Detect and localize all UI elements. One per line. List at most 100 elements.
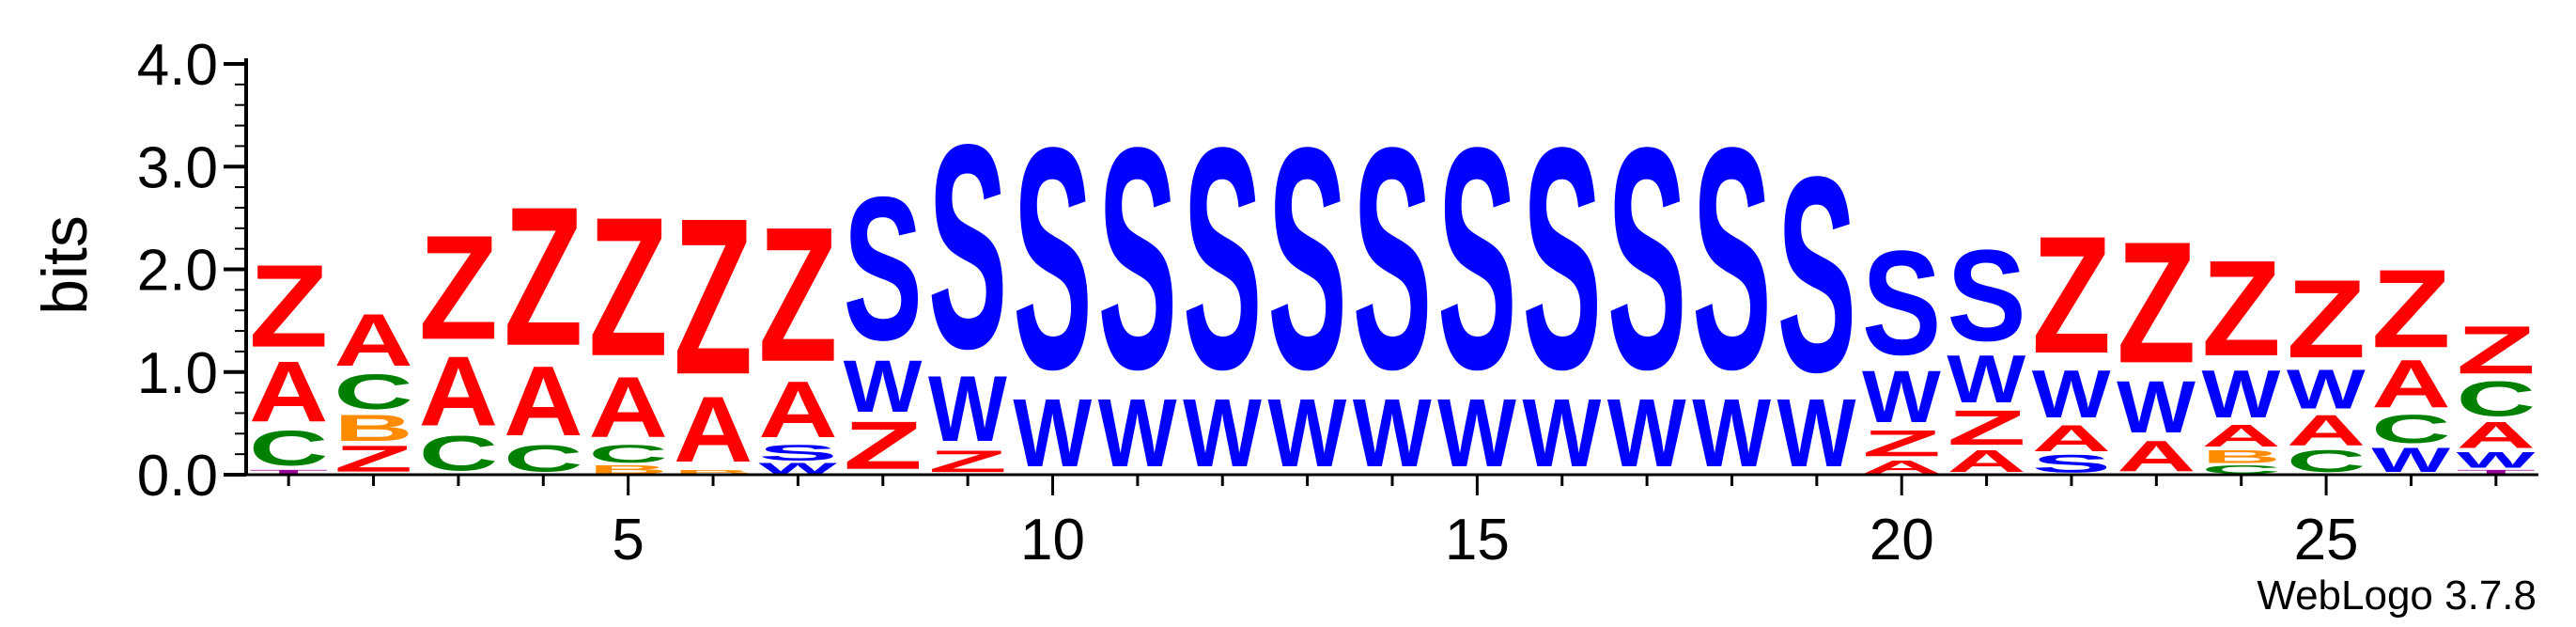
logo-letter-z: Z	[2202, 233, 2281, 385]
logo-letter-b: B	[2202, 446, 2281, 466]
logo-letter-c: C	[2371, 406, 2450, 451]
logo-letter-z: Z	[2032, 201, 2111, 388]
logo-letter-w: W	[1267, 380, 1346, 488]
y-axis-ticks: 0.0 1.0 2.0 3.0 4.0	[137, 33, 246, 509]
logo-column-8: ZWS	[844, 154, 923, 484]
logo-letter-z: Z	[249, 241, 328, 372]
logo-letter-s: S	[1947, 224, 2025, 369]
logo-letter-w: W	[2202, 357, 2281, 432]
logo-column-12: WS	[1183, 82, 1262, 488]
logo-letter-w: W	[2457, 447, 2537, 473]
logo-letter-z: Z	[758, 187, 837, 401]
logo-letter-c: C	[588, 440, 667, 468]
logo-letter-a: A	[758, 364, 837, 454]
logo-letter-z: Z	[844, 408, 923, 484]
logo-column-18: WS	[1692, 82, 1771, 488]
logo-letter-s: S	[758, 441, 837, 465]
logo-letter-s: S	[1098, 82, 1177, 435]
logo-column-9: ZWS	[928, 85, 1007, 478]
y-tick-label: 3.0	[137, 135, 218, 200]
logo-letter-s: S	[1862, 220, 1941, 386]
logo-letter-w: W	[1013, 380, 1092, 488]
logo-letter-z: Z	[334, 438, 412, 479]
logo-column-19: WS	[1777, 120, 1856, 488]
logo-letter-s: S	[1013, 82, 1092, 435]
logo-letter-s: S	[1607, 82, 1686, 435]
logo-column-11: WS	[1098, 82, 1177, 488]
logo-letter-a: A	[2371, 346, 2450, 422]
logo-letter-w: W	[2117, 366, 2196, 448]
logo-letter-c: C	[2457, 371, 2536, 427]
logo-letter-z: Z	[1947, 400, 2025, 456]
logo-letter-t: T	[2457, 469, 2536, 476]
y-tick-label: 0.0	[137, 444, 218, 509]
logo-column-4: CAZ	[504, 165, 582, 479]
logo-letter-w: W	[844, 345, 923, 428]
x-tick-label: 5	[612, 508, 644, 572]
x-tick-label: 10	[1020, 508, 1085, 572]
logo-letter-w: W	[1437, 380, 1516, 488]
logo-letter-w: W	[1947, 341, 2025, 416]
logo-letter-a: A	[1862, 456, 1941, 477]
weblogo-credit: WebLogo 3.7.8	[2257, 572, 2537, 619]
logo-letter-w: W	[1353, 380, 1432, 488]
logo-letter-w: W	[2032, 357, 2111, 432]
x-tick-label: 25	[2294, 508, 2359, 572]
logo-letter-s: S	[1353, 82, 1432, 435]
logo-letter-a: A	[588, 359, 667, 456]
logo-letter-w: W	[2287, 359, 2367, 421]
logo-letter-z: Z	[419, 206, 498, 371]
logo-letter-s: S	[1437, 82, 1516, 435]
logo-letter-s: S	[844, 154, 923, 383]
logo-letter-w: W	[1862, 355, 1941, 438]
logo-column-16: WS	[1523, 82, 1602, 488]
logo-letter-c: C	[2202, 462, 2281, 477]
logo-column-15: WS	[1437, 82, 1516, 488]
logo-letter-b: B	[588, 462, 667, 477]
logo-letter-t: T	[249, 469, 328, 476]
logo-letter-c: C	[504, 438, 582, 479]
logo-letter-c: C	[249, 421, 328, 477]
y-axis-label: bits	[29, 215, 101, 315]
logo-column-13: WS	[1267, 82, 1346, 488]
logo-letter-a: A	[334, 299, 412, 382]
y-tick-label: 2.0	[137, 239, 218, 304]
logo-letter-z: Z	[2287, 257, 2366, 382]
logo-letter-w: W	[1607, 380, 1686, 488]
logo-letter-z: Z	[588, 176, 667, 397]
logo-letter-w: W	[1098, 380, 1177, 488]
x-tick-label: 15	[1445, 508, 1510, 572]
logo-letter-w: W	[1777, 380, 1856, 488]
logo-letter-b: B	[334, 407, 412, 448]
logo-column-6: BAZ	[674, 172, 753, 481]
logo-letter-s: S	[1267, 82, 1346, 435]
logo-letter-s: S	[1183, 82, 1262, 435]
y-tick-label: 1.0	[137, 341, 218, 406]
logo-letter-z: Z	[1862, 422, 1941, 463]
logo-letter-c: C	[419, 426, 498, 481]
logo-letter-w: W	[2371, 441, 2451, 479]
logo-letter-s: S	[1523, 82, 1602, 435]
logo-letter-a: A	[1947, 445, 2025, 479]
axes: 0.0 1.0 2.0 3.0 4.0 5 10 15 20 25	[137, 33, 2538, 572]
logo-letter-w: W	[1692, 380, 1771, 488]
logo-column-3: CAZ	[419, 206, 498, 481]
logo-letter-a: A	[2202, 418, 2281, 453]
logo-letter-s: S	[1777, 120, 1856, 431]
x-tick-label: 20	[1870, 508, 1934, 572]
logo-letter-w: W	[758, 460, 838, 477]
logo-column-23: AWZ	[2117, 205, 2196, 480]
logo-letter-b: B	[674, 468, 753, 475]
logo-letter-a: A	[674, 378, 753, 482]
